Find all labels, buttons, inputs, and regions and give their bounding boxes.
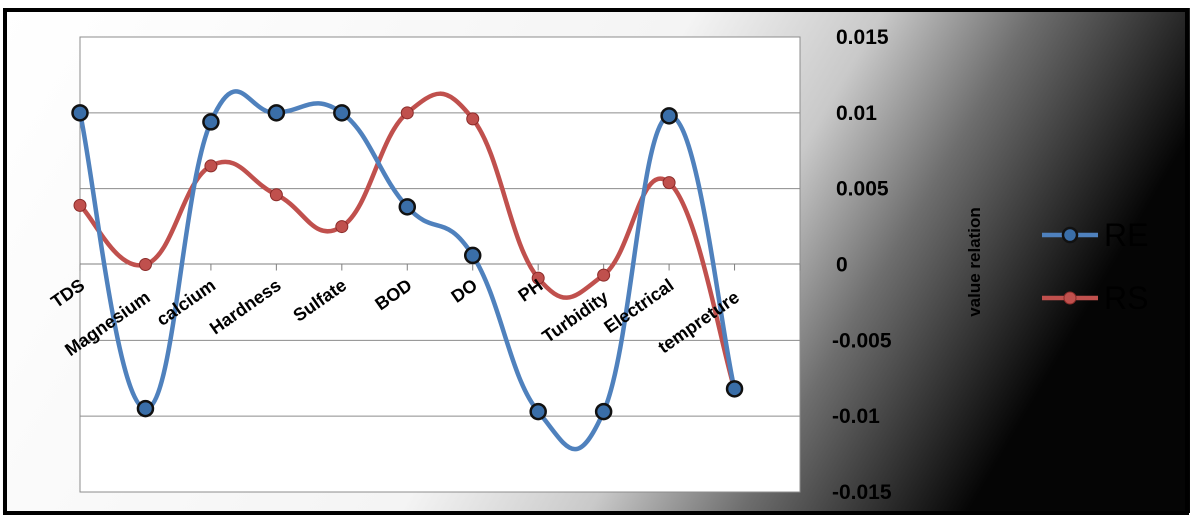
marker-re [202, 113, 220, 131]
series-line-re [77, 89, 737, 452]
legend: RE RS [1042, 217, 1148, 316]
y-axis-title: value relation [965, 207, 984, 317]
marker-rs [335, 220, 349, 234]
marker-re [529, 402, 547, 421]
marker-re [725, 380, 744, 398]
marker-re [594, 402, 613, 421]
y-tick-label: -0.015 [832, 481, 892, 504]
marker-rs [204, 159, 218, 173]
y-tick-label: 0.01 [836, 102, 877, 125]
legend-marker-re [1061, 226, 1079, 244]
marker-re [136, 399, 155, 418]
y-tick-labels: 0.015 0.01 0.005 0 -0.005 -0.01 -0.015 [832, 26, 892, 504]
marker-re [267, 104, 286, 122]
marker-rs [662, 176, 676, 190]
marker-rs [138, 258, 152, 271]
y-tick-label: -0.005 [832, 329, 892, 352]
legend-label-re: RE [1104, 217, 1148, 253]
gridlines [80, 36, 800, 493]
y-tick-label: 0 [836, 254, 848, 277]
chart-outer-border [3, 8, 1189, 515]
marker-rs [73, 198, 87, 212]
marker-rs [400, 106, 414, 120]
series-lines [77, 89, 737, 452]
marker-rs [466, 112, 480, 126]
marker-re [71, 104, 89, 122]
legend-marker-rs [1063, 291, 1077, 305]
marker-rs [531, 271, 545, 285]
y-tick-label: 0.005 [836, 178, 889, 201]
marker-rs [597, 268, 611, 282]
marker-re [398, 198, 417, 216]
marker-re [463, 246, 482, 265]
legend-label-rs: RS [1104, 280, 1148, 316]
marker-rs [269, 188, 283, 202]
y-tick-label: 0.015 [836, 26, 889, 49]
y-tick-label: -0.01 [832, 405, 880, 428]
marker-re [660, 107, 678, 125]
data-markers [71, 104, 744, 421]
marker-re [333, 104, 351, 122]
